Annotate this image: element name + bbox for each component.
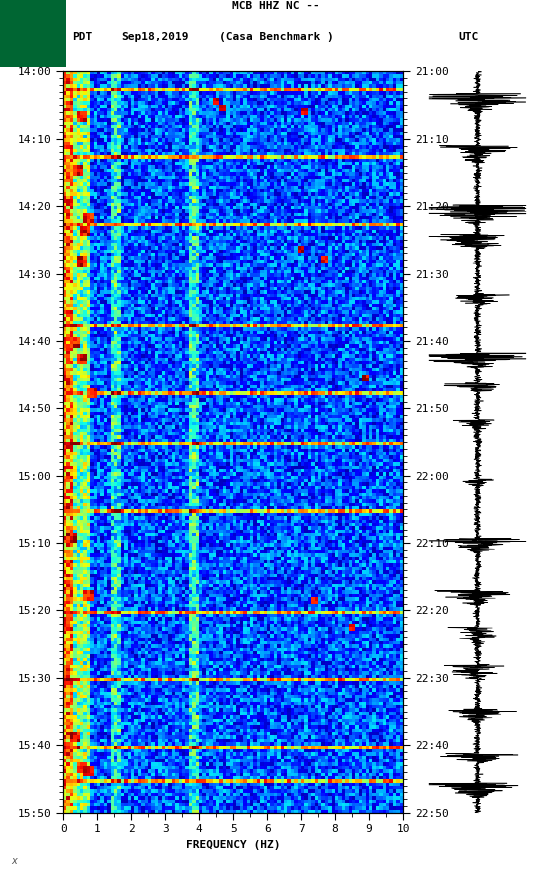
Text: PDT: PDT	[72, 32, 92, 42]
Text: ≤USGS: ≤USGS	[6, 19, 51, 34]
Text: MCB HHZ NC --: MCB HHZ NC --	[232, 2, 320, 12]
Text: $x$: $x$	[11, 856, 19, 866]
Text: UTC: UTC	[458, 32, 479, 42]
Text: Sep18,2019: Sep18,2019	[121, 32, 189, 42]
Bar	[0, 0, 66, 67]
Text: (Casa Benchmark ): (Casa Benchmark )	[219, 32, 333, 42]
X-axis label: FREQUENCY (HZ): FREQUENCY (HZ)	[186, 840, 280, 850]
